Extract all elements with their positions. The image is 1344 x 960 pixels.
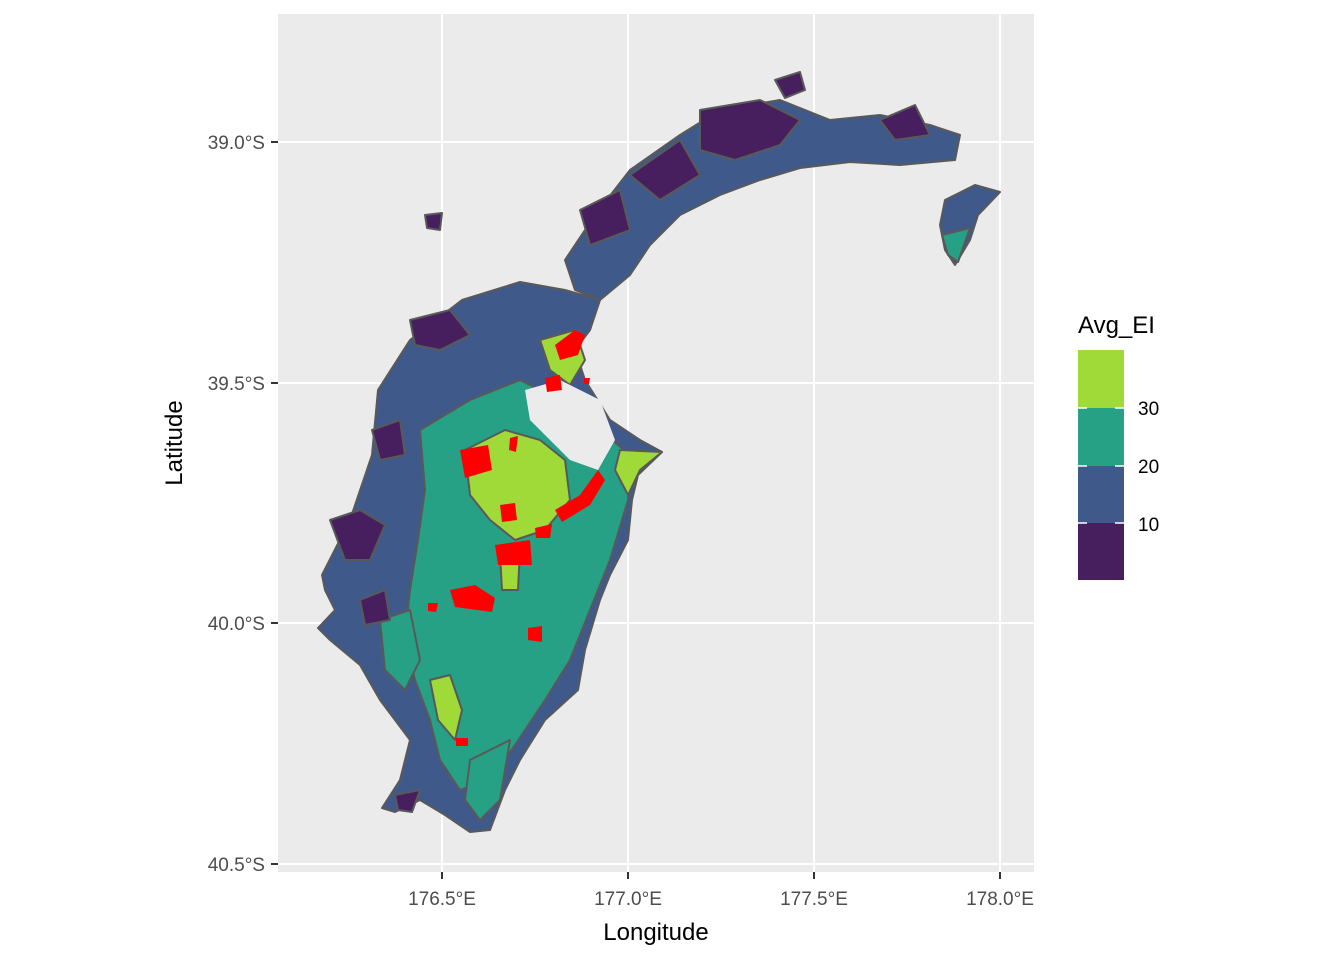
- x-tick-label: 178.0°E: [966, 889, 1034, 910]
- legend-label: 10: [1138, 515, 1159, 536]
- region-purple-3: [371, 419, 406, 461]
- highlight-zone: [555, 470, 605, 522]
- region-yellow-1: [464, 429, 571, 541]
- region-coast-purple-1: [699, 99, 801, 161]
- highlight-zone: [495, 540, 532, 565]
- x-tick-label: 176.5°E: [408, 889, 476, 910]
- highlight-zone: [509, 436, 518, 452]
- region-coast-purple-3: [579, 189, 631, 246]
- axis-ticks: [271, 141, 1001, 879]
- legend-title: Avg_EI: [1078, 312, 1155, 339]
- legend-swatch-mid-low: [1078, 466, 1124, 523]
- region-peninsula-green: [941, 227, 971, 263]
- region-coast-purple-4: [879, 104, 931, 141]
- y-axis-title: Latitude: [161, 400, 188, 485]
- highlight-zone: [428, 603, 438, 612]
- region-nodata: [525, 380, 615, 470]
- region-green-3: [464, 739, 511, 821]
- highlight-zone: [535, 524, 552, 538]
- region-yellow-4: [429, 674, 463, 741]
- y-tick-label: 39.0°S: [208, 133, 265, 154]
- highlight-zone: [545, 375, 562, 392]
- highlight-zone: [584, 378, 590, 384]
- highlight-zone: [528, 626, 542, 642]
- map-regions: [317, 71, 1001, 833]
- region-small-island: [424, 212, 443, 231]
- y-tick-label: 39.5°S: [208, 374, 265, 395]
- legend-swatch-high: [1078, 350, 1124, 408]
- legend-swatch-mid-high: [1078, 408, 1124, 466]
- legend-label: 30: [1138, 399, 1159, 420]
- region-green-2: [379, 609, 421, 691]
- legend-swatch-low: [1078, 523, 1124, 580]
- region-top-island: [774, 71, 806, 99]
- x-tick-label: 177.5°E: [780, 889, 848, 910]
- region-coast-purple-2: [629, 139, 701, 201]
- highlight-zones: [428, 330, 605, 746]
- x-axis-title: Longitude: [603, 919, 708, 946]
- highlight-zone: [500, 503, 517, 522]
- region-purple-1: [329, 509, 386, 561]
- highlight-zone: [555, 330, 585, 360]
- highlight-zone: [460, 445, 492, 478]
- legend: Avg_EI 30 20 10: [1078, 312, 1159, 580]
- highlight-zone: [456, 738, 468, 746]
- highlight-zone: [450, 585, 495, 612]
- region-yellow-3: [614, 449, 663, 496]
- region-purple-4: [394, 789, 421, 813]
- x-tick-label: 177.0°E: [594, 889, 662, 910]
- y-tick-label: 40.5°S: [208, 855, 265, 876]
- legend-label: 20: [1138, 457, 1159, 478]
- y-tick-label: 40.0°S: [208, 614, 265, 635]
- region-purple-5: [359, 589, 391, 626]
- region-purple-2: [409, 309, 471, 351]
